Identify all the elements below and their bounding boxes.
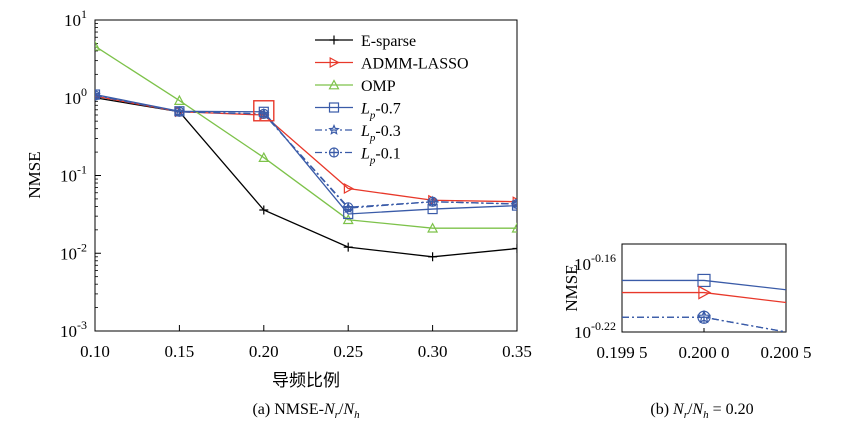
y-tick-label: 10-3 xyxy=(60,318,87,341)
data-point-marker xyxy=(259,205,269,215)
legend-entry: Lp-0.7 xyxy=(315,101,401,122)
inset-series-line-1 xyxy=(622,279,786,291)
x-tick-label: 0.200 5 xyxy=(761,343,812,362)
series-line-4 xyxy=(95,93,517,215)
legend-entry: OMP xyxy=(315,78,396,95)
legend-marker xyxy=(328,147,340,158)
legend-marker xyxy=(328,123,340,135)
data-point-marker xyxy=(173,94,185,105)
chart-b-x-axis: 0.199 5 0.200 0 0.200 5 xyxy=(597,328,812,362)
chart-a-x-axis-label: 导频比例 xyxy=(272,371,340,391)
y-tick-label: 100 xyxy=(64,85,87,108)
chart-a-legend: E-sparse ADMM-LASSO OMP Lp-0.7Lp-0.3Lp-0.1 xyxy=(315,33,469,167)
data-point-marker xyxy=(95,89,101,101)
chart-a-caption: (a) NMSE-Nr/Nh xyxy=(252,401,360,421)
chart-a-y-axis-label: NMSE xyxy=(25,151,44,198)
inset-data-marker xyxy=(697,310,711,324)
data-point-marker xyxy=(95,90,101,101)
chart-a-highlight xyxy=(253,100,275,122)
legend-label: ADMM-LASSO xyxy=(361,56,469,73)
chart-b-y-axis-label: NMSE xyxy=(562,264,581,311)
legend-label: Lp-0.3 xyxy=(360,123,401,144)
x-tick-label: 0.15 xyxy=(165,342,195,361)
legend-entry: ADMM-LASSO xyxy=(315,56,469,73)
y-tick-label: 101 xyxy=(64,7,87,30)
legend-marker xyxy=(329,35,339,45)
chart-b-series-layer xyxy=(622,273,786,332)
chart-a-y-axis: 101 100 10-1 10-2 10-3 xyxy=(60,7,101,341)
x-tick-label: 0.200 0 xyxy=(679,343,730,362)
y-tick-label: 10-0.16 xyxy=(574,251,616,274)
data-point-marker xyxy=(511,197,517,209)
inset-series-line-2 xyxy=(622,291,786,304)
legend-marker xyxy=(328,102,340,113)
data-point-marker xyxy=(428,252,438,262)
data-point-marker xyxy=(343,202,354,213)
data-point-marker xyxy=(343,183,354,195)
legend-label: Lp-0.1 xyxy=(360,146,401,167)
legend-entry: Lp-0.1 xyxy=(315,146,401,167)
chart-b-caption: (b) Nr/Nh = 0.20 xyxy=(650,401,753,421)
x-tick-label: 0.25 xyxy=(333,342,363,361)
legend-marker xyxy=(329,56,340,69)
legend-label: Lp-0.7 xyxy=(360,101,401,122)
chart-b-y-axis: 10-0.16 10-0.22 xyxy=(574,251,616,342)
data-point-marker xyxy=(427,222,439,233)
y-tick-label: 10-1 xyxy=(60,163,87,186)
highlight-box xyxy=(253,100,275,122)
data-point-marker xyxy=(342,213,354,225)
inset-data-marker xyxy=(698,285,712,300)
chart-b: 10-0.16 10-0.22 0.199 5 0.200 0 0.200 5 NMS… xyxy=(562,243,812,421)
data-point-marker xyxy=(511,222,517,233)
data-point-marker xyxy=(343,242,353,252)
x-tick-label: 0.35 xyxy=(502,342,532,361)
series-line-2 xyxy=(95,95,517,203)
data-point-marker xyxy=(512,244,517,254)
data-point-marker xyxy=(95,40,101,51)
inset-data-marker xyxy=(697,273,711,288)
legend-entry: Lp-0.3 xyxy=(315,123,401,144)
series-line-3 xyxy=(95,45,517,229)
x-tick-label: 0.30 xyxy=(418,342,448,361)
chart-a-x-axis: 0.10 0.15 0.20 0.25 0.30 0.35 xyxy=(80,325,532,361)
y-tick-label: 10-2 xyxy=(60,240,87,263)
data-point-marker xyxy=(511,198,517,210)
data-point-marker xyxy=(427,196,438,207)
data-point-marker xyxy=(258,151,270,163)
x-tick-label: 0.199 5 xyxy=(597,343,648,362)
legend-entry: E-sparse xyxy=(315,33,416,50)
data-point-marker xyxy=(174,106,185,117)
chart-a-series-layer xyxy=(95,40,517,262)
x-tick-label: 0.20 xyxy=(249,342,279,361)
legend-label: E-sparse xyxy=(361,33,416,50)
x-tick-label: 0.10 xyxy=(80,342,110,361)
series-line-6 xyxy=(95,94,517,208)
data-point-marker xyxy=(258,108,269,119)
legend-label: OMP xyxy=(361,78,396,95)
legend-marker xyxy=(328,79,340,90)
y-tick-label: 10-0.22 xyxy=(574,319,616,342)
series-line-1 xyxy=(95,97,517,258)
